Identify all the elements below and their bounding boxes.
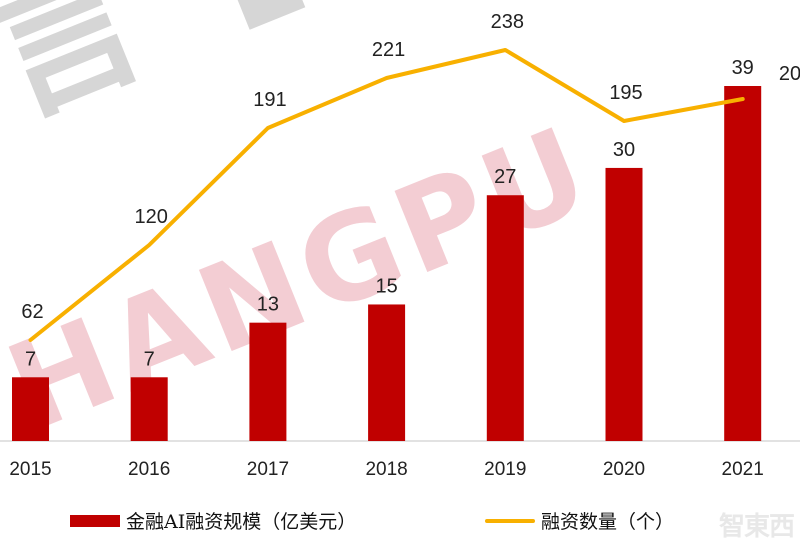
legend-bar-swatch (70, 514, 120, 527)
bar-2017 (249, 322, 287, 441)
line-label-2016: 120 (135, 206, 168, 228)
line-series (28, 48, 745, 342)
line-label-2015: 62 (21, 301, 43, 323)
line-label-2019: 238 (491, 11, 524, 33)
x-label-2016: 2016 (128, 459, 170, 480)
bar-2016 (130, 377, 168, 441)
bar-data-labels: 7 7 13 15 27 30 39 (25, 57, 754, 370)
bar-label-2020: 30 (613, 139, 635, 161)
x-label-2020: 2020 (603, 459, 645, 480)
x-label-2017: 2017 (247, 459, 289, 480)
line-label-2018: 221 (372, 39, 405, 61)
legend: 金融AI融资规模（亿美元） 融资数量（个） (0, 507, 800, 537)
bar-2019 (486, 195, 524, 441)
bar-label-2015: 7 (25, 348, 36, 370)
bar-series (12, 86, 762, 441)
bar-2015 (12, 377, 49, 441)
bar-label-2021: 39 (732, 57, 754, 79)
x-axis-labels: 2015 2016 2017 2018 2019 2020 2021 (9, 459, 763, 480)
zhidx-logo: 智東西 (718, 512, 795, 542)
bar-label-2017: 13 (257, 294, 279, 316)
line-label-2020: 195 (609, 82, 642, 104)
line-label-2021: 20 (779, 63, 800, 85)
x-label-2015: 2015 (9, 459, 51, 480)
legend-item-bar: 金融AI融资规模（亿美元） (70, 507, 356, 534)
x-label-2019: 2019 (484, 459, 526, 480)
bar-2018 (368, 304, 406, 441)
bar-2021 (724, 86, 762, 441)
legend-line-label: 融资数量（个） (541, 511, 675, 533)
legend-line-swatch (485, 518, 535, 523)
bar-2020 (605, 167, 643, 441)
line-label-2017: 191 (253, 89, 286, 111)
x-label-2018: 2018 (365, 459, 407, 480)
bar-label-2019: 27 (494, 166, 516, 188)
line-data-labels: 62 120 191 221 238 195 20 (21, 11, 800, 323)
legend-bar-label: 金融AI融资规模（亿美元） (126, 511, 357, 533)
bar-label-2016: 7 (144, 348, 155, 370)
x-label-2021: 2021 (722, 459, 764, 480)
legend-item-line: 融资数量（个） (485, 507, 674, 534)
bar-label-2018: 15 (375, 275, 397, 297)
